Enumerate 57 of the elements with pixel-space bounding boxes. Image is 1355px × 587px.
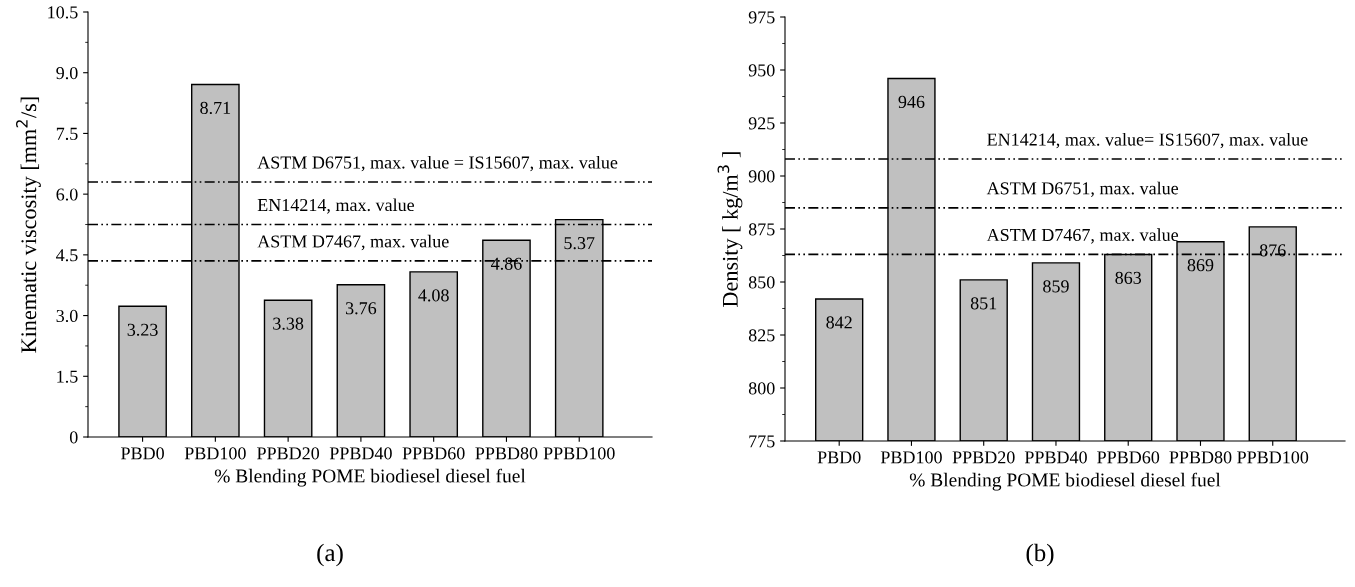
y-axis-title: Kinematic viscosity [mm$^{2}$/s] [16,97,41,353]
data-label: 842 [826,316,852,329]
y-tick-label: 4.5 [56,249,78,262]
y-tick-label: 850 [748,276,775,289]
x-tick-label: PPBD80 [475,447,538,460]
y-axis-title: Density [ kg/m$^{3}$ ] [717,152,743,307]
x-tick-label: PPBD100 [1237,451,1309,464]
x-tick-label: PBD0 [817,451,861,464]
y-tick-label: 875 [748,223,775,236]
y-tick-label: 975 [748,11,775,24]
y-tick-label: 0 [69,431,78,444]
x-axis-title: % Blending POME biodiesel diesel fuel [909,472,1221,491]
data-label: 876 [1259,244,1286,257]
data-label: 851 [970,297,997,310]
y-tick-label: 3.0 [56,309,78,323]
y-tick-label: 825 [748,329,775,342]
y-tick-label: 10.5 [48,6,78,19]
data-label: 863 [1115,271,1142,284]
x-axis-title: % Blending POME biodiesel diesel fuel [214,468,526,487]
x-tick-label: PPBD40 [329,447,392,460]
ref-line-label: ASTM D6751, max. value = IS15607, max. value [257,155,618,172]
ref-line-label: EN14214, max. value= IS15607, max. value [987,132,1308,149]
x-tick-label: PPBD60 [402,447,465,460]
data-label: 3.76 [345,302,377,315]
data-label: 4.86 [491,257,522,270]
y-tick-label: 7.5 [56,127,78,140]
x-tick-label: PBD100 [184,447,246,460]
y-tick-label: 800 [748,382,775,395]
x-tick-label: PPBD100 [543,447,615,460]
ref-line-label: ASTM D6751, max. value [986,181,1179,198]
x-tick-label: PPBD40 [1024,451,1087,464]
x-tick-label: PBD0 [121,447,164,460]
y-tick-label: 950 [748,64,775,77]
ref-line-label: ASTM D7467, max. value [986,228,1179,244]
y-tick-label: 6.0 [56,188,78,201]
ref-line-label: ASTM D7467, max. value [257,234,449,251]
x-tick-label: PPBD20 [257,447,320,460]
data-label: 869 [1187,259,1214,272]
y-tick-label: 900 [748,170,775,183]
data-label: 5.37 [564,237,595,250]
x-tick-label: PBD100 [880,451,942,464]
data-label: 4.08 [418,289,449,302]
ref-line-label: EN14214, max. value [257,198,415,214]
data-label: 3.38 [273,317,304,330]
x-tick-label: PPBD60 [1097,451,1160,464]
y-tick-label: 775 [749,435,775,448]
data-label: 859 [1043,280,1069,293]
data-label: 8.71 [200,101,231,115]
data-label: 946 [898,95,925,108]
x-tick-label: PPBD20 [952,451,1015,464]
text: (a) [317,543,343,567]
text: (b) [1026,543,1054,567]
x-tick-label: PPBD80 [1169,451,1232,464]
y-tick-label: 925 [748,117,775,130]
y-tick-label: 1.5 [57,370,78,383]
data-label: 3.23 [127,323,158,336]
y-tick-label: 9.0 [56,66,78,80]
